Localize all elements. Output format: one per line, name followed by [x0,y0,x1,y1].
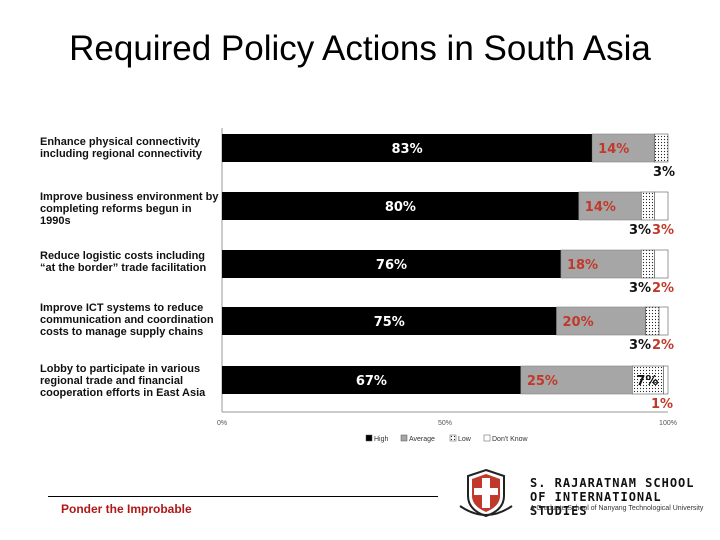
data-label-low: 3% [653,165,675,180]
data-label-high: 67% [356,374,387,389]
category-label: Lobby to participate in various regional… [40,363,206,399]
data-label-low: 3% [629,223,651,238]
bar-high [222,307,557,335]
data-label-high: 83% [392,142,423,157]
bar-average [556,306,646,336]
data-label-average: 18% [567,258,598,273]
legend-swatch [400,434,408,442]
category-label: Enhance physical connectivity including … [40,136,202,160]
school-subtitle: A Graduate School of Nanyang Technologic… [530,505,704,512]
footer-tagline: Ponder the Improbable [61,502,192,516]
bar-low [654,133,669,163]
data-label-dont-know: 2% [652,338,674,353]
school-name-line-1: S. RAJARATNAM SCHOOL [530,476,695,490]
bar-average [578,191,642,221]
data-label-dont-know: 3% [652,223,674,238]
data-label-average: 20% [563,315,594,330]
legend-label: Average [409,436,435,443]
bar-don-t-know [663,365,669,395]
bar-high [222,192,579,220]
data-label-low: 7% [636,374,658,389]
bar-don-t-know [654,191,669,221]
x-tick-label: 0% [217,420,227,427]
data-label-dont-know: 2% [652,281,674,296]
data-label-high: 76% [376,258,407,273]
data-label-high: 80% [385,200,416,215]
data-label-low: 3% [629,338,651,353]
category-label: Improve ICT systems to reduce communicat… [40,302,214,338]
school-name-line-2: OF INTERNATIONAL STUDIES [530,490,662,518]
legend-label: Don't Know [492,436,529,443]
legend-label: Low [458,436,472,443]
bar-average [560,249,642,279]
stacked-bar-chart: 0% 50% 100%83% 14%3%80% 14%3% 3%76% 18%3% 2%75%… [217,128,677,443]
bar-don-t-know [654,249,669,279]
bar-low [640,249,655,279]
bar-average [520,365,633,395]
bar-don-t-know [658,306,669,336]
data-label-low: 3% [629,281,651,296]
slide-title: Required Policy Actions in South Asia [69,29,651,68]
x-tick-label: 50% [438,420,452,427]
legend-swatch [483,434,491,442]
data-label-high: 75% [374,315,405,330]
university-crest-icon [459,468,513,518]
bar-high [222,134,593,162]
legend-swatch [365,434,373,442]
legend-label: High [374,436,389,443]
data-label-average: 14% [598,142,629,157]
bar-low [645,306,660,336]
bar-low [640,191,655,221]
data-label-average: 25% [527,374,558,389]
bar-high [222,250,561,278]
x-tick-label: 100% [659,420,677,427]
legend-swatch [449,434,457,442]
data-label-dont-know: 1% [651,397,673,412]
data-label-average: 14% [585,200,616,215]
bar-low [632,365,664,395]
category-label: Improve business environment by completi… [40,191,219,227]
category-label: Reduce logistic costs including “at the … [40,250,207,274]
footer-divider [48,496,438,497]
bar-average [591,133,655,163]
bar-high [222,366,521,394]
